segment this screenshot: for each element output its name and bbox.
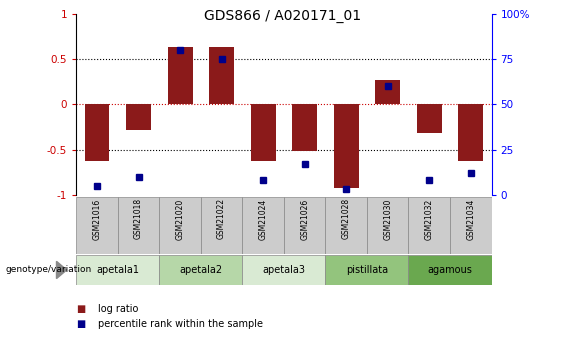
Bar (458, 104, 483, 160)
Bar (242, 197, 284, 254)
Text: pistillata: pistillata (346, 265, 388, 275)
Text: GSM21020: GSM21020 (176, 198, 185, 240)
Bar (450, 197, 492, 254)
Text: GSM21032: GSM21032 (425, 198, 434, 240)
Text: GSM21024: GSM21024 (259, 198, 268, 240)
Text: GSM21018: GSM21018 (134, 198, 143, 239)
Bar (367, 197, 408, 254)
Text: GSM21026: GSM21026 (300, 198, 309, 240)
Bar (76, 197, 118, 254)
Bar (118, 197, 159, 254)
Text: GSM21016: GSM21016 (93, 198, 102, 240)
Polygon shape (56, 262, 67, 279)
Text: apetala2: apetala2 (179, 265, 223, 275)
Bar (408, 197, 450, 254)
Text: GSM21028: GSM21028 (342, 198, 351, 239)
Bar (284, 197, 325, 254)
Text: apetala1: apetala1 (96, 265, 140, 275)
Text: percentile rank within the sample: percentile rank within the sample (98, 319, 263, 329)
Bar (242, 255, 325, 285)
Text: GSM21022: GSM21022 (217, 198, 226, 239)
Bar (251, 104, 276, 161)
Bar (325, 255, 408, 285)
Text: genotype/variation: genotype/variation (6, 265, 92, 275)
Bar (85, 104, 110, 160)
Bar (375, 80, 400, 104)
Text: log ratio: log ratio (98, 304, 138, 314)
Text: agamous: agamous (428, 265, 472, 275)
Bar (417, 104, 442, 133)
Bar (76, 255, 159, 285)
Bar (209, 47, 234, 104)
Text: apetala3: apetala3 (262, 265, 306, 275)
Bar (159, 197, 201, 254)
Bar (408, 255, 492, 285)
Text: ■: ■ (76, 304, 85, 314)
Bar (126, 104, 151, 130)
Bar (325, 197, 367, 254)
Bar (201, 197, 242, 254)
Bar (292, 104, 317, 151)
Bar (168, 47, 193, 104)
Text: ■: ■ (76, 319, 85, 329)
Text: GSM21030: GSM21030 (383, 198, 392, 240)
Bar (334, 104, 359, 188)
Bar (159, 255, 242, 285)
Text: GDS866 / A020171_01: GDS866 / A020171_01 (204, 9, 361, 23)
Text: GSM21034: GSM21034 (466, 198, 475, 240)
